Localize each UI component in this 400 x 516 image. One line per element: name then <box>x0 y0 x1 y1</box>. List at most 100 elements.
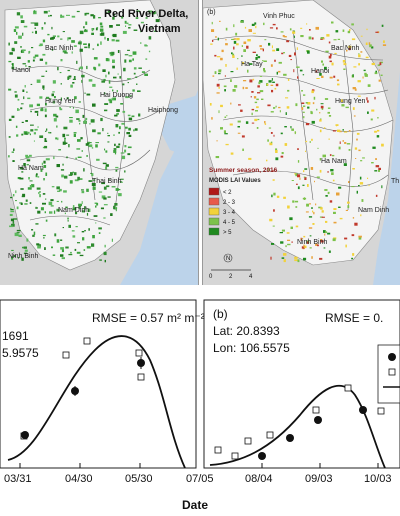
vegetation-patch <box>64 212 66 215</box>
vegetation-patch <box>85 143 89 146</box>
lai-patch <box>235 32 238 36</box>
lai-patch <box>232 55 235 58</box>
lai-patch <box>374 130 377 133</box>
lai-patch <box>249 79 253 83</box>
plot-a-filled-dots <box>21 357 145 439</box>
legend-label: 2 - 3 <box>223 200 236 206</box>
vegetation-patch <box>124 170 126 173</box>
vegetation-patch <box>25 154 29 157</box>
vegetation-patch <box>131 115 135 118</box>
lai-patch <box>321 75 324 78</box>
vegetation-patch <box>44 108 47 112</box>
delta-land <box>203 0 394 266</box>
vegetation-patch <box>16 135 18 137</box>
lai-patch <box>332 130 336 132</box>
lai-patch <box>270 141 273 144</box>
vegetation-patch <box>104 244 106 248</box>
vegetation-patch <box>42 234 46 237</box>
lai-patch <box>280 155 284 158</box>
lai-patch <box>324 189 328 191</box>
lai-patch <box>276 195 280 198</box>
vegetation-patch <box>115 169 118 172</box>
vegetation-patch <box>100 117 103 122</box>
vegetation-patch <box>12 194 15 197</box>
vegetation-patch <box>55 137 58 140</box>
lai-patch <box>303 116 305 119</box>
vegetation-patch <box>39 58 43 61</box>
vegetation-patch <box>31 31 34 34</box>
vegetation-patch <box>127 146 132 149</box>
lai-patch <box>313 211 315 215</box>
lai-patch <box>218 69 222 73</box>
vegetation-patch <box>17 98 20 101</box>
lai-patch <box>343 68 346 70</box>
vegetation-patch <box>68 224 71 228</box>
vegetation-patch <box>104 259 106 263</box>
vegetation-patch <box>75 212 78 215</box>
lai-patch <box>358 54 361 58</box>
vegetation-patch <box>86 155 88 157</box>
vegetation-patch <box>60 247 64 250</box>
lai-patch <box>302 105 306 107</box>
lai-patch <box>297 186 300 190</box>
lai-patch <box>262 60 264 62</box>
lai-patch <box>310 167 314 170</box>
lai-patch <box>240 21 244 23</box>
vegetation-patch <box>67 217 69 220</box>
vegetation-patch <box>8 88 12 91</box>
vegetation-patch <box>111 238 113 242</box>
vegetation-patch <box>34 27 36 29</box>
lai-patch <box>356 190 358 194</box>
vegetation-patch <box>104 36 106 40</box>
vegetation-patch <box>136 10 140 12</box>
lai-patch <box>358 63 360 66</box>
lai-patch <box>253 96 257 99</box>
vegetation-patch <box>69 180 73 184</box>
vegetation-patch <box>29 180 33 182</box>
lai-patch <box>358 149 361 152</box>
lai-patch <box>332 154 335 157</box>
vegetation-patch <box>73 76 76 79</box>
vegetation-patch <box>49 132 52 134</box>
lai-patch <box>283 52 285 54</box>
vegetation-patch <box>40 207 44 211</box>
label-thai-binh: Thai Binh <box>92 178 122 185</box>
plot-b-xtick-4: 10/03 <box>364 473 392 485</box>
vegetation-patch <box>56 164 60 168</box>
vegetation-patch <box>34 22 39 26</box>
vegetation-patch <box>128 27 131 29</box>
vegetation-patch <box>94 202 98 204</box>
lai-patch <box>295 173 298 177</box>
lai-patch <box>307 102 311 105</box>
vegetation-patch <box>16 12 21 16</box>
vegetation-patch <box>72 205 75 209</box>
lai-patch <box>236 43 239 46</box>
lai-patch <box>248 29 252 32</box>
vegetation-patch <box>56 125 58 128</box>
lai-patch <box>257 118 260 121</box>
lai-patch <box>233 24 235 28</box>
vegetation-patch <box>11 256 14 260</box>
lai-patch <box>211 21 213 25</box>
lai-patch <box>278 70 281 73</box>
vegetation-patch <box>84 29 87 31</box>
lai-patch <box>290 59 292 61</box>
vegetation-patch <box>105 150 108 153</box>
lai-patch <box>214 71 217 74</box>
vegetation-patch <box>58 188 62 192</box>
vegetation-patch <box>11 63 14 65</box>
lai-patch <box>374 170 378 172</box>
vegetation-patch <box>137 90 141 92</box>
vegetation-patch <box>27 187 32 190</box>
vegetation-patch <box>118 143 121 146</box>
lai-patch <box>273 209 275 212</box>
vegetation-patch <box>98 63 101 67</box>
lai-patch <box>218 73 221 75</box>
vegetation-patch <box>98 191 103 193</box>
vegetation-patch <box>60 239 63 241</box>
lai-patch <box>342 29 345 32</box>
vegetation-patch <box>32 234 35 237</box>
vegetation-patch <box>43 88 45 90</box>
vegetation-patch <box>134 128 138 131</box>
vegetation-patch <box>11 47 15 51</box>
